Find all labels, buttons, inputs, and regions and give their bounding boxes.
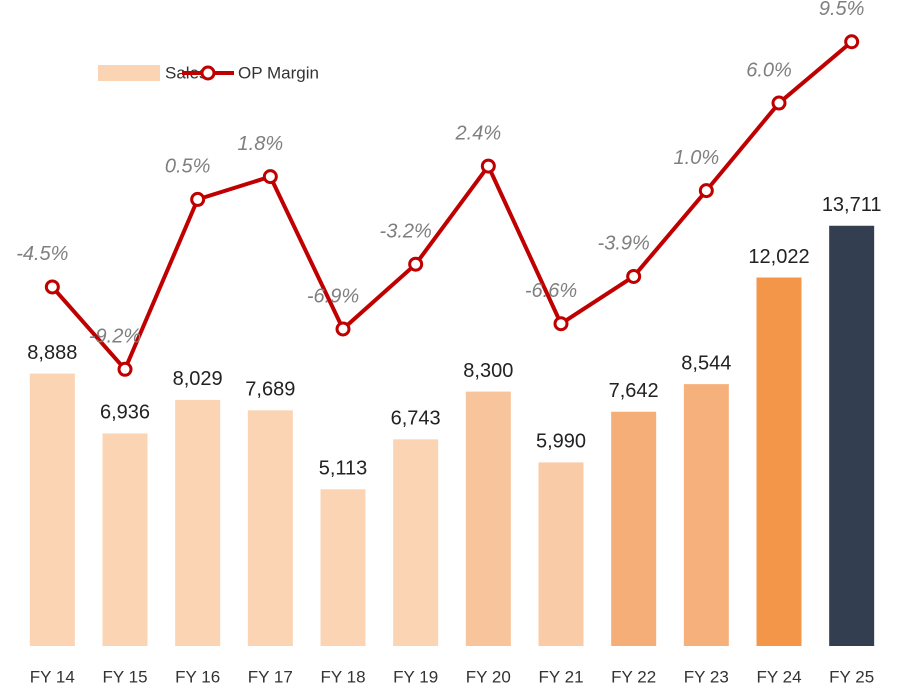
data-label: 1.0% [674, 147, 720, 169]
data-label: 2.4% [455, 122, 502, 144]
bar [756, 277, 802, 646]
data-label: 6,743 [391, 408, 441, 430]
data-label: 5,990 [536, 431, 586, 453]
bar [829, 225, 875, 646]
bar [465, 391, 511, 646]
data-label: -3.2% [380, 220, 432, 242]
legend-marker [200, 65, 216, 81]
data-label: -9.2% [89, 326, 141, 348]
line [50, 40, 853, 372]
data-label: 8,300 [463, 360, 513, 382]
legend-label: OP Margin [238, 63, 319, 82]
marker [117, 361, 133, 377]
legend-swatch-sales [98, 65, 160, 81]
data-label: 8,029 [173, 368, 223, 390]
marker [626, 268, 642, 284]
x-tick-label: FY 24 [756, 667, 801, 686]
bar [683, 384, 729, 646]
data-label: 0.5% [165, 156, 211, 178]
bar [247, 410, 293, 646]
marker [408, 256, 424, 272]
data-label: 8,544 [681, 352, 731, 374]
bar [102, 433, 148, 646]
x-tick-label: FY 19 [393, 667, 438, 686]
bar [320, 489, 366, 646]
x-tick-label: FY 25 [829, 667, 874, 686]
data-label: -6.9% [307, 285, 359, 307]
x-tick-label: FY 18 [320, 667, 365, 686]
marker [771, 95, 787, 111]
data-label: 12,022 [748, 246, 809, 268]
data-label: -6.6% [525, 280, 577, 302]
marker [553, 316, 569, 332]
bar [175, 399, 221, 646]
marker [190, 191, 206, 207]
x-tick-label: FY 21 [538, 667, 583, 686]
x-tick-label: FY 20 [466, 667, 511, 686]
bar [611, 411, 657, 646]
marker [262, 169, 278, 185]
data-label: -4.5% [16, 243, 68, 265]
marker [480, 158, 496, 174]
x-tick-label: FY 16 [175, 667, 220, 686]
marker [698, 183, 714, 199]
marker [44, 279, 60, 295]
x-tick-label: FY 15 [102, 667, 147, 686]
bar [538, 462, 584, 646]
data-label: 7,689 [245, 379, 295, 401]
data-label: 5,113 [319, 458, 368, 480]
data-label: 8,888 [27, 342, 77, 364]
marker [335, 321, 351, 337]
x-tick-label: FY 14 [30, 667, 75, 686]
data-label: 1.8% [238, 133, 284, 155]
data-label: 9.5% [819, 0, 865, 20]
bar [29, 373, 75, 646]
data-label: 7,642 [609, 380, 659, 402]
bar [393, 439, 439, 646]
x-tick-label: FY 23 [684, 667, 729, 686]
data-label: 6.0% [746, 59, 792, 81]
x-tick-label: FY 22 [611, 667, 656, 686]
x-tick-label: FY 17 [248, 667, 293, 686]
marker [844, 34, 860, 50]
data-label: -3.9% [598, 233, 650, 255]
data-label: 6,936 [100, 402, 150, 424]
data-label: 13,711 [822, 194, 882, 216]
